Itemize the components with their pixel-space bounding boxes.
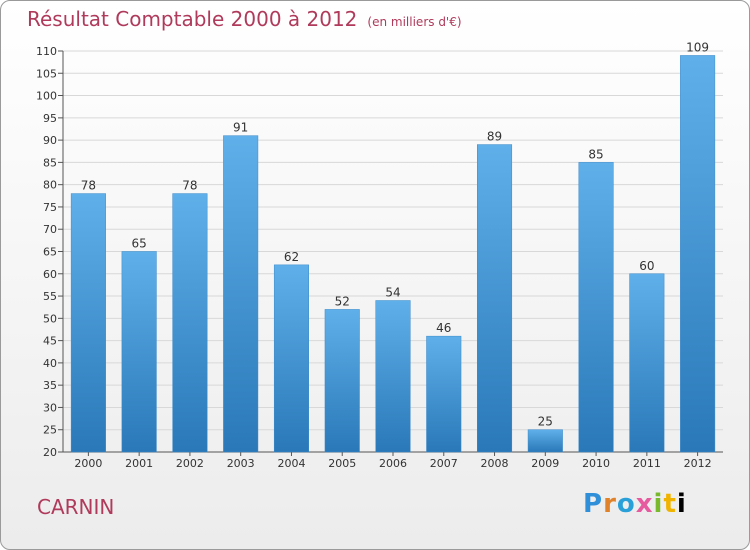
labels: 20 25 30 35 40 45 50 55 60 65 70 75 80 85 90 95 100 105 11… <box>36 40 712 470</box>
y-tick-label: 105 <box>36 67 57 80</box>
value-label: 78 <box>81 179 96 193</box>
value-label: 54 <box>385 286 400 300</box>
y-tick-label: 85 <box>43 156 57 169</box>
x-tick-label: 2002 <box>176 457 204 470</box>
y-tick-label: 65 <box>43 246 57 259</box>
y-tick-label: 95 <box>43 112 57 125</box>
x-tick-label: 2011 <box>633 457 661 470</box>
logo-letter: x <box>635 489 654 519</box>
x-tick-label: 2001 <box>125 457 153 470</box>
chart-title-block: Résultat Comptable 2000 à 2012 (en millie… <box>27 7 462 31</box>
y-tick-label: 90 <box>43 134 57 147</box>
bars <box>70 55 716 453</box>
value-label: 52 <box>335 294 350 308</box>
y-tick-label: 35 <box>43 379 57 392</box>
bar-2010 <box>578 162 614 453</box>
value-label: 62 <box>284 250 299 264</box>
bar-2009 <box>527 429 563 453</box>
value-label: 89 <box>487 130 502 144</box>
y-tick-label: 75 <box>43 201 57 214</box>
x-tick-label: 2004 <box>277 457 305 470</box>
proxiti-logo[interactable]: Proxiti <box>583 489 687 519</box>
x-tick-label: 2008 <box>481 457 509 470</box>
x-tick-label: 2012 <box>684 457 712 470</box>
logo-letter: i <box>653 489 664 519</box>
y-tick-label: 110 <box>36 45 57 58</box>
x-tick-label: 2000 <box>74 457 102 470</box>
x-tick-label: 2006 <box>379 457 407 470</box>
y-tick-label: 30 <box>43 401 57 414</box>
commune-name: CARNIN <box>37 495 115 519</box>
value-label: 60 <box>639 259 654 273</box>
y-tick-label: 80 <box>43 179 57 192</box>
y-tick-label: 50 <box>43 312 57 325</box>
x-tick-label: 2010 <box>582 457 610 470</box>
x-tick-label: 2007 <box>430 457 458 470</box>
value-label: 109 <box>686 40 709 54</box>
value-label: 78 <box>182 179 197 193</box>
x-tick-label: 2009 <box>531 457 559 470</box>
value-label: 65 <box>132 237 147 251</box>
chart-subtitle: (en milliers d'€) <box>367 15 462 29</box>
y-tick-label: 100 <box>36 90 57 103</box>
logo-letter: t <box>663 489 677 519</box>
chart-title: Résultat Comptable 2000 à 2012 <box>27 7 358 31</box>
logo-letter: P <box>583 489 604 519</box>
bar-2003 <box>223 135 259 453</box>
bar-2007 <box>426 335 462 453</box>
value-label: 91 <box>233 121 248 135</box>
y-tick-label: 25 <box>43 424 57 437</box>
y-tick-label: 60 <box>43 268 57 281</box>
bar-2002 <box>172 193 208 453</box>
y-tick-label: 55 <box>43 290 57 303</box>
x-tick-label: 2003 <box>227 457 255 470</box>
bar-2001 <box>121 251 157 453</box>
y-tick-label: 45 <box>43 335 57 348</box>
value-label: 25 <box>538 415 553 429</box>
bar-2008 <box>477 144 513 453</box>
logo-letter: o <box>616 489 636 519</box>
bar-2006 <box>375 300 411 453</box>
x-tick-label: 2005 <box>328 457 356 470</box>
bar-2005 <box>324 309 360 453</box>
value-label: 85 <box>588 147 603 161</box>
bar-2004 <box>273 264 309 453</box>
y-tick-label: 70 <box>43 223 57 236</box>
value-label: 46 <box>436 321 451 335</box>
bar-2012 <box>680 55 716 453</box>
bar-2000 <box>70 193 106 453</box>
y-tick-label: 20 <box>43 446 57 459</box>
logo-letter: i <box>676 489 687 519</box>
y-tick-label: 40 <box>43 357 57 370</box>
bar-2011 <box>629 273 665 453</box>
logo-letter: r <box>603 489 617 519</box>
